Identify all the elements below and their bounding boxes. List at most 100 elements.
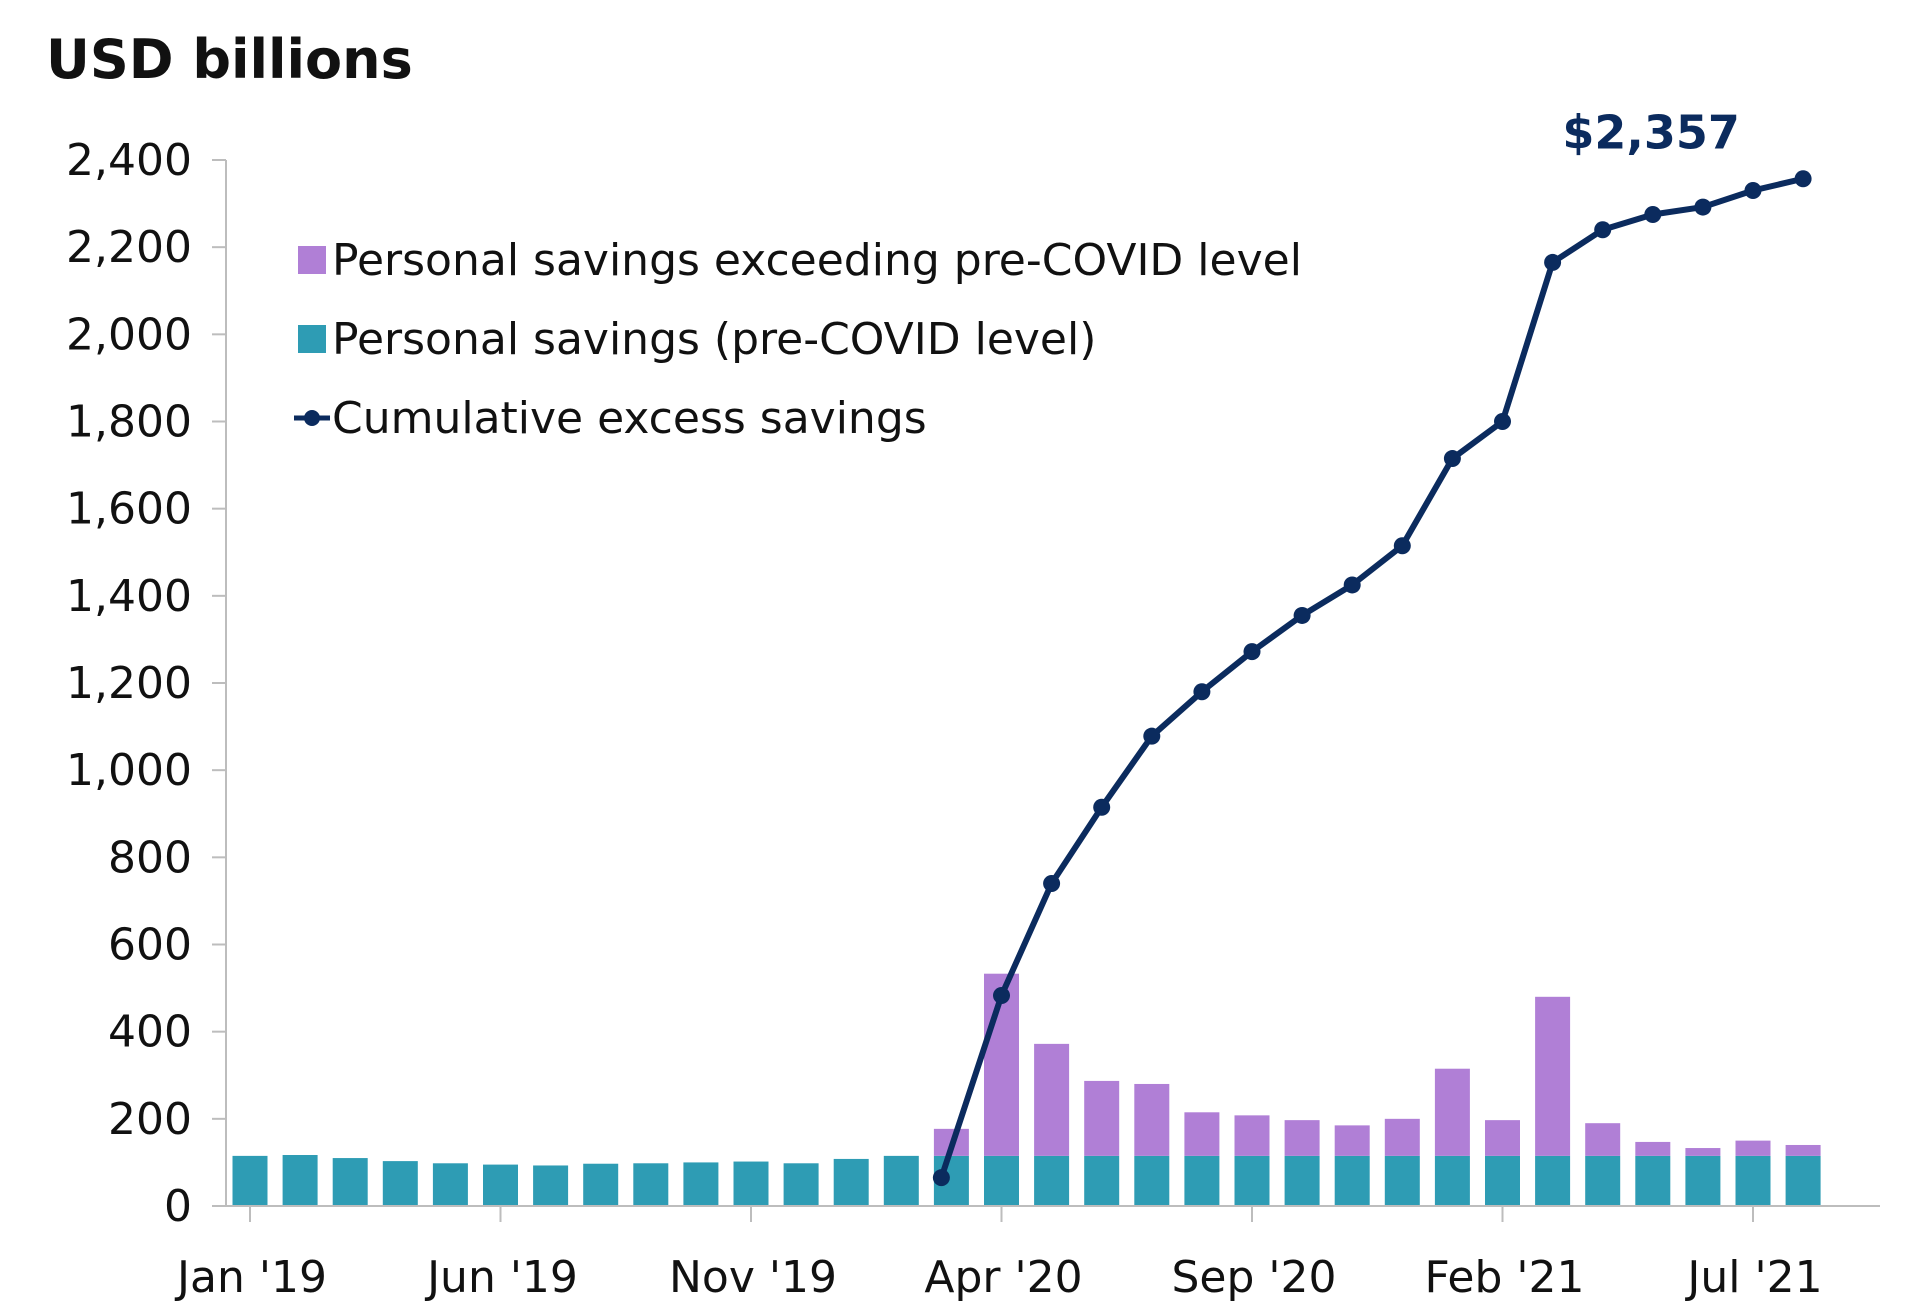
bar-base-8 [633, 1163, 669, 1206]
bar-excess-19 [1184, 1112, 1220, 1156]
bar-excess-22 [1334, 1125, 1370, 1156]
cumulative-point-16 [1744, 182, 1762, 200]
bar-excess-28 [1635, 1141, 1671, 1156]
bar-base-23 [1384, 1155, 1420, 1206]
bar-base-4 [432, 1163, 468, 1206]
cumulative-point-1 [993, 986, 1010, 1004]
legend-swatch-0 [298, 246, 326, 274]
legend: Personal savings exceeding pre-COVID lev… [294, 235, 1302, 444]
bar-base-16 [1034, 1155, 1070, 1206]
y-tick-label: 2,000 [66, 309, 192, 360]
bar-base-29 [1685, 1155, 1721, 1206]
bar-base-21 [1284, 1155, 1320, 1206]
cumulative-point-11 [1494, 413, 1511, 430]
bar-excess-27 [1585, 1123, 1621, 1156]
bar-base-0 [232, 1155, 268, 1206]
cumulative-point-17 [1794, 170, 1812, 188]
bar-excess-25 [1485, 1120, 1520, 1156]
bar-base-7 [583, 1163, 619, 1206]
bar-base-2 [332, 1158, 368, 1206]
y-tick-label: 0 [164, 1181, 192, 1232]
bar-base-26 [1535, 1155, 1571, 1206]
bar-excess-29 [1685, 1148, 1721, 1156]
bar-base-25 [1485, 1155, 1520, 1206]
bar-base-24 [1434, 1155, 1470, 1206]
x-tick-label: Feb '21 [1425, 1252, 1585, 1303]
legend-swatch-1 [298, 325, 326, 353]
bar-excess-18 [1134, 1083, 1170, 1156]
bar-base-17 [1084, 1155, 1120, 1206]
bar-excess-24 [1434, 1068, 1470, 1156]
bar-base-10 [733, 1161, 769, 1206]
bar-base-30 [1735, 1155, 1771, 1206]
x-axis-ticks: Jan '19 Jun '19 Nov '19 Apr '20 Sep '20 Feb '… [174, 1206, 1823, 1303]
bar-base-31 [1785, 1155, 1821, 1206]
bar-base-13 [883, 1155, 919, 1206]
bar-base-20 [1234, 1155, 1270, 1206]
y-tick-label: 600 [108, 920, 192, 971]
y-tick-label: 1,400 [66, 571, 192, 622]
bar-excess-17 [1084, 1080, 1120, 1156]
y-tick-label: 1,600 [66, 484, 192, 535]
bar-base-28 [1635, 1155, 1671, 1206]
bar-base-6 [533, 1165, 569, 1206]
bar-base-12 [833, 1158, 869, 1206]
cumulative-point-7 [1293, 606, 1311, 624]
chart-title: USD billions [46, 28, 413, 91]
cumulative-point-6 [1243, 643, 1261, 661]
bar-base-22 [1334, 1155, 1370, 1206]
final-value-annotation: $2,357 [1562, 106, 1740, 160]
bar-excess-26 [1535, 996, 1571, 1156]
bar-base-3 [382, 1161, 418, 1206]
bar-base-19 [1184, 1155, 1220, 1206]
cumulative-point-0 [932, 1169, 950, 1187]
cumulative-point-4 [1143, 727, 1161, 745]
bar-base-15 [984, 1155, 1019, 1206]
legend-label-2: Cumulative excess savings [332, 393, 927, 444]
bar-base-1 [282, 1155, 318, 1206]
cumulative-point-9 [1393, 537, 1411, 555]
y-tick-label: 2,400 [66, 135, 192, 186]
cumulative-point-3 [1093, 798, 1111, 816]
cumulative-line-group [932, 170, 1812, 1187]
bar-excess-21 [1284, 1120, 1320, 1156]
cumulative-point-12 [1544, 253, 1562, 271]
y-tick-label: 1,800 [66, 397, 192, 448]
cumulative-point-15 [1694, 198, 1712, 216]
x-tick-label: Jun '19 [424, 1252, 578, 1303]
cumulative-point-13 [1594, 221, 1612, 239]
y-tick-label: 1,000 [66, 745, 192, 796]
cumulative-point-8 [1343, 576, 1361, 594]
bar-excess-23 [1384, 1118, 1420, 1156]
bar-base-9 [683, 1162, 719, 1206]
y-tick-label: 1,200 [66, 658, 192, 709]
cumulative-point-10 [1443, 450, 1461, 468]
y-tick-label: 800 [108, 832, 192, 883]
bar-excess-20 [1234, 1115, 1270, 1156]
x-tick-label: Sep '20 [1172, 1252, 1337, 1303]
y-axis-ticks: 0 200 400 600 800 1,000 1,200 1,400 1,600 1,800 2,… [66, 135, 226, 1232]
legend-label-1: Personal savings (pre-COVID level) [332, 314, 1096, 365]
bar-base-11 [783, 1163, 819, 1206]
x-tick-label: Nov '19 [669, 1252, 837, 1303]
x-tick-label: Jul '21 [1684, 1252, 1822, 1303]
cumulative-point-5 [1193, 683, 1211, 701]
bar-excess-30 [1735, 1140, 1771, 1156]
bar-group [232, 973, 1821, 1206]
legend-dot-swatch [304, 410, 320, 426]
y-tick-label: 2,200 [66, 222, 192, 273]
bar-excess-16 [1034, 1043, 1070, 1156]
x-tick-label: Jan '19 [174, 1252, 327, 1303]
bar-base-5 [483, 1164, 518, 1206]
y-tick-label: 400 [108, 1007, 192, 1058]
bar-base-18 [1134, 1155, 1170, 1206]
y-tick-label: 200 [108, 1094, 192, 1145]
cumulative-point-14 [1644, 205, 1662, 223]
cumulative-point-2 [1043, 874, 1061, 892]
legend-label-0: Personal savings exceeding pre-COVID lev… [332, 235, 1302, 286]
x-tick-label: Apr '20 [924, 1252, 1082, 1303]
bar-excess-31 [1785, 1144, 1821, 1156]
bar-base-27 [1585, 1155, 1621, 1206]
